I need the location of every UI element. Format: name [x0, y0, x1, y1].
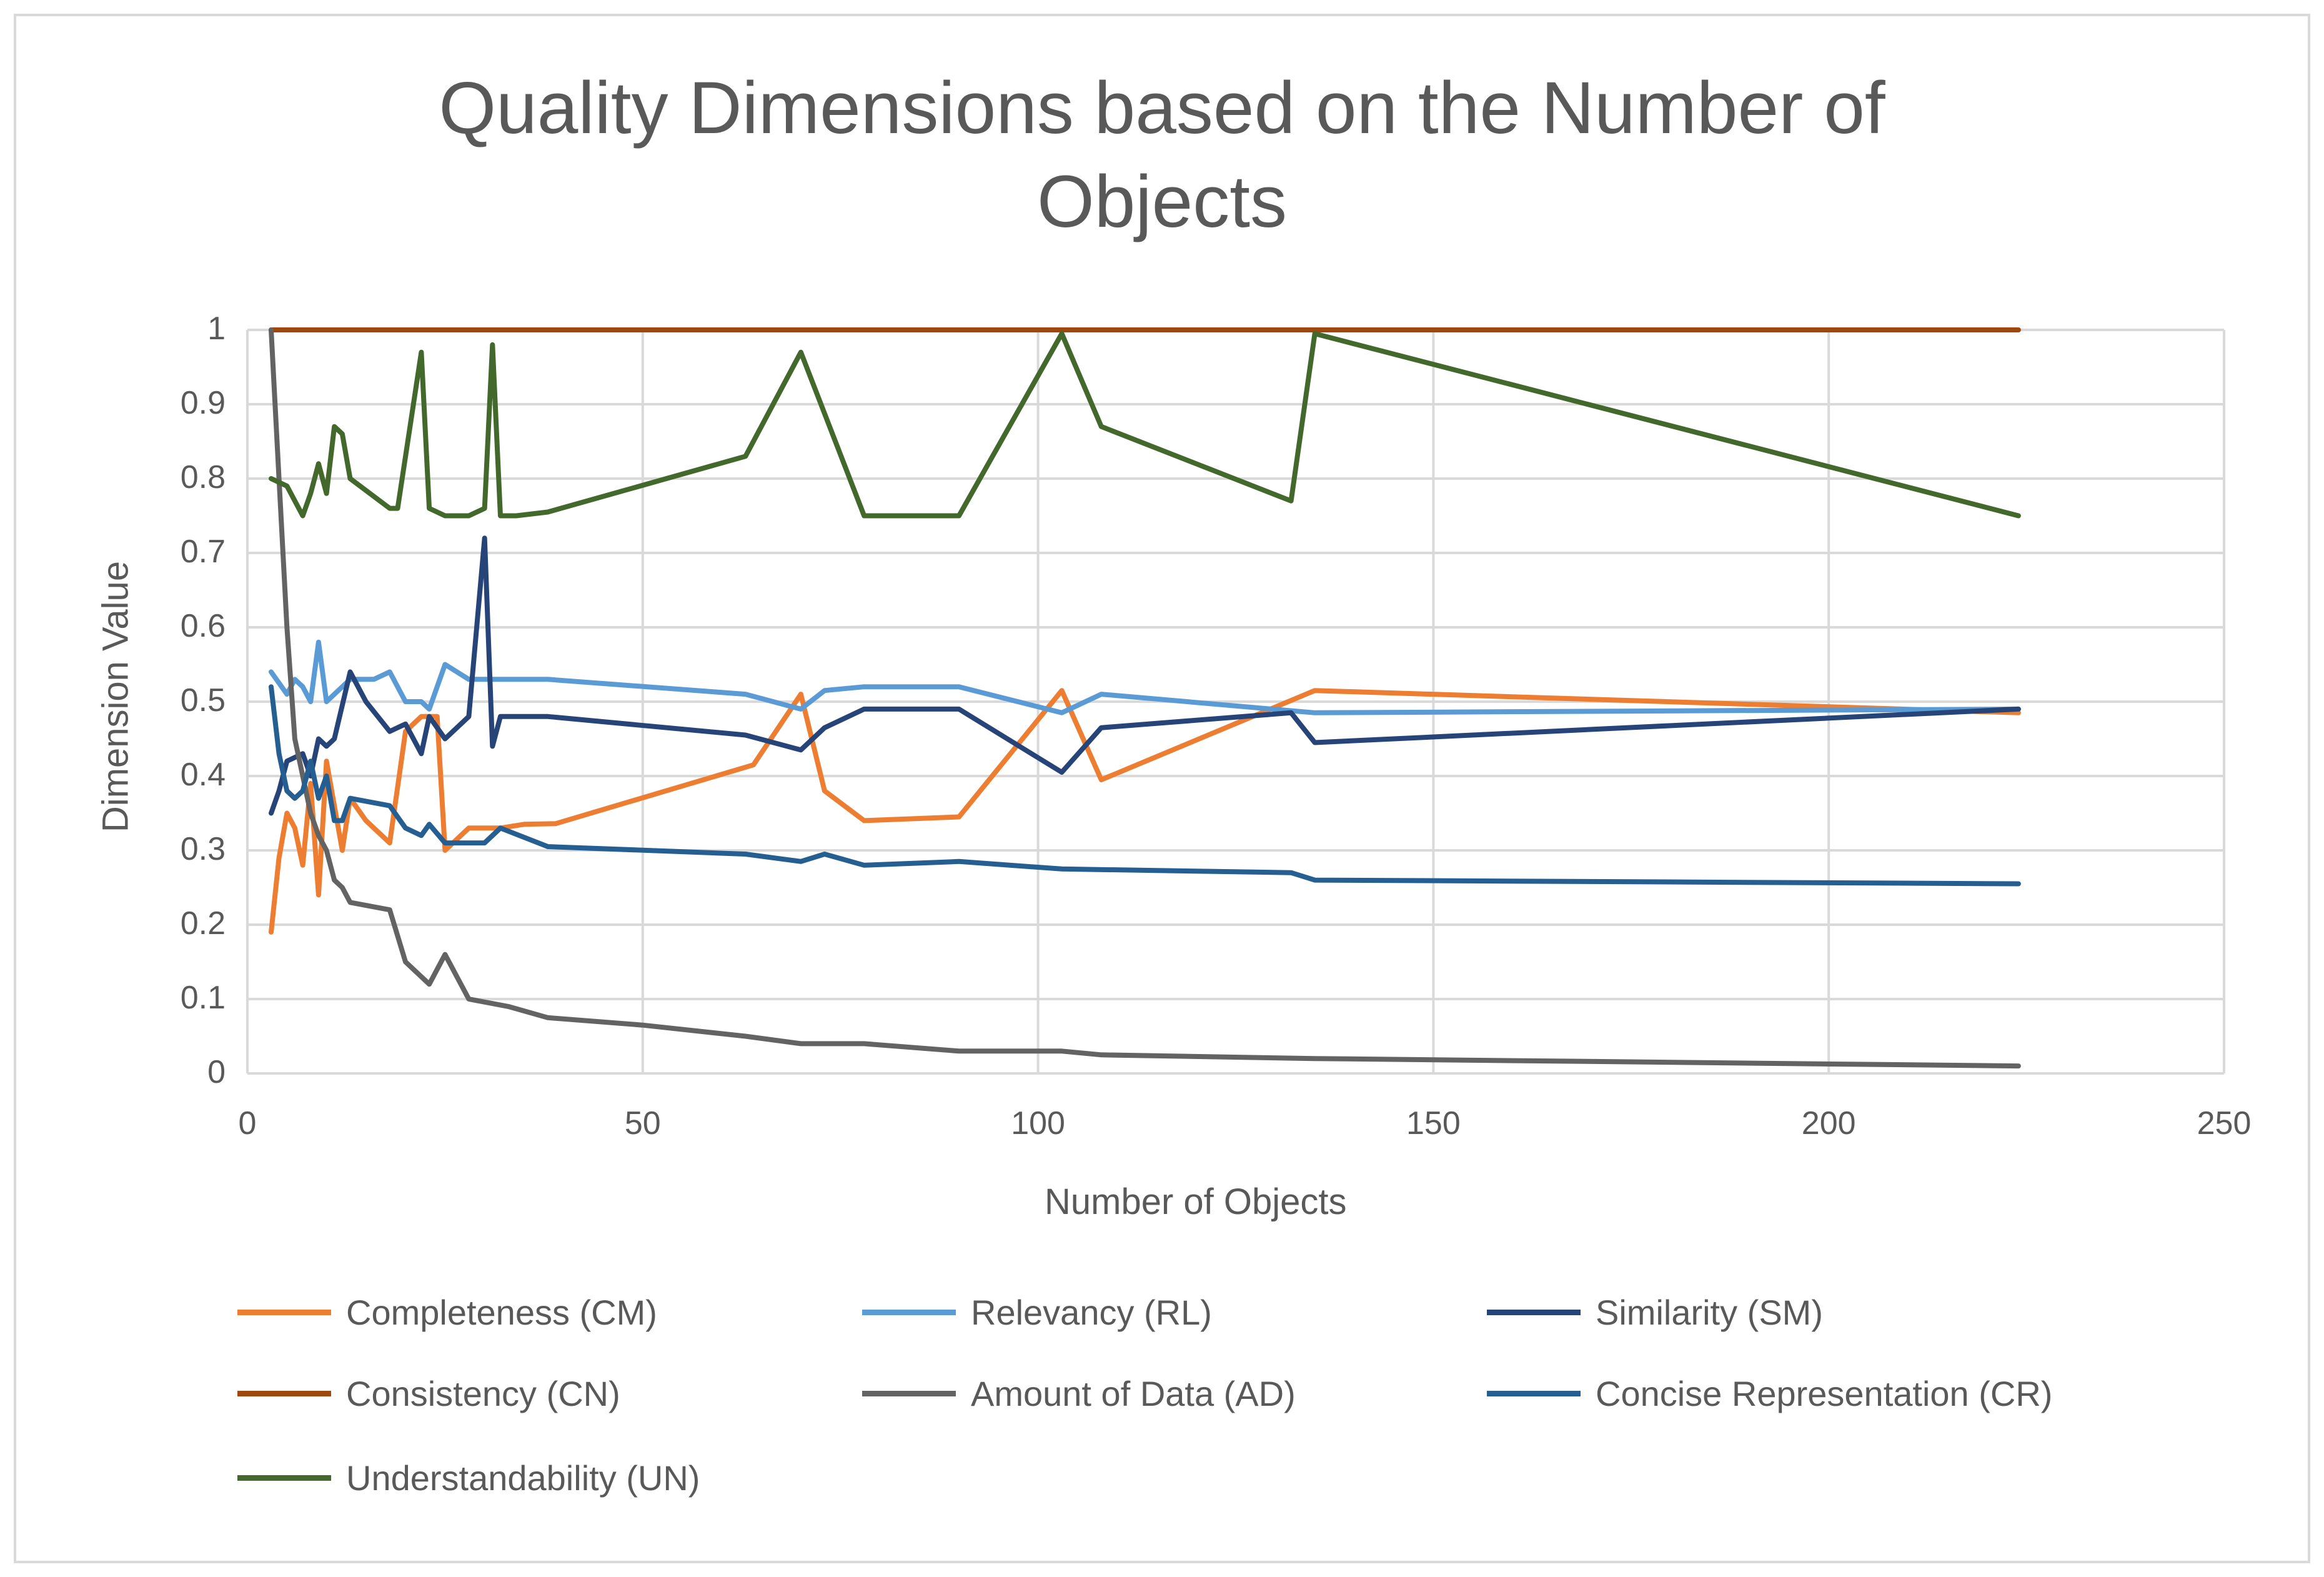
y-tick-label-2: 0.2: [180, 905, 226, 942]
x-tick-label-3: 150: [1406, 1105, 1461, 1142]
y-tick-label-3: 0.3: [180, 831, 226, 867]
y-tick-label-4: 0.4: [180, 757, 226, 793]
x-tick-label-4: 200: [1801, 1105, 1856, 1142]
x-tick-label-1: 50: [624, 1105, 661, 1142]
series-line-1: [269, 639, 2021, 715]
y-tick-label-8: 0.8: [180, 459, 226, 495]
x-tick-label-2: 100: [1011, 1105, 1065, 1142]
y-tick-label-0: 0: [207, 1054, 226, 1090]
legend-swatch-6: [237, 1475, 331, 1481]
legend-item-5: Concise Representation (CR): [1487, 1371, 2052, 1415]
y-tick-label-1: 0.1: [180, 980, 226, 1016]
legend-item-3: Consistency (CN): [237, 1371, 620, 1415]
series-line-5: [269, 684, 2021, 887]
legend-label-1: Relevancy (RL): [971, 1292, 1212, 1332]
legend-item-1: Relevancy (RL): [862, 1290, 1212, 1334]
y-tick-label-5: 0.5: [180, 682, 226, 719]
y-tick-label-7: 0.7: [180, 534, 226, 570]
legend-item-4: Amount of Data (AD): [862, 1371, 1296, 1415]
legend-label-6: Understandability (UN): [346, 1458, 700, 1498]
legend-swatch-5: [1487, 1390, 1581, 1396]
y-tick-label-6: 0.6: [180, 608, 226, 644]
series-line-2: [269, 535, 2021, 816]
x-tick-label-5: 250: [2197, 1105, 2252, 1142]
legend-swatch-3: [237, 1390, 331, 1396]
legend-label-5: Concise Representation (CR): [1596, 1373, 2053, 1413]
legend-label-4: Amount of Data (AD): [971, 1373, 1296, 1413]
series-line-6: [269, 331, 2021, 519]
legend-swatch-2: [1487, 1309, 1581, 1315]
y-axis-title: Dimension Value: [95, 560, 136, 833]
legend-swatch-1: [862, 1309, 956, 1315]
legend-label-3: Consistency (CN): [346, 1373, 620, 1413]
legend-swatch-0: [237, 1309, 331, 1315]
x-axis-title: Number of Objects: [1045, 1182, 1347, 1222]
chart-title-line-1: Quality Dimensions based on the Number o…: [439, 67, 1885, 149]
y-tick-label-9: 0.9: [180, 385, 226, 421]
legend-swatch-4: [862, 1390, 956, 1396]
legend-item-2: Similarity (SM): [1487, 1290, 1823, 1334]
legend-label-2: Similarity (SM): [1596, 1292, 1823, 1332]
chart-title-line-2: Objects: [1036, 161, 1288, 243]
legend-label-0: Completeness (CM): [346, 1292, 657, 1332]
x-tick-label-0: 0: [238, 1105, 257, 1142]
y-tick-label-10: 1: [207, 311, 226, 347]
legend-item-0: Completeness (CM): [237, 1290, 657, 1334]
legend-item-6: Understandability (UN): [237, 1456, 700, 1500]
